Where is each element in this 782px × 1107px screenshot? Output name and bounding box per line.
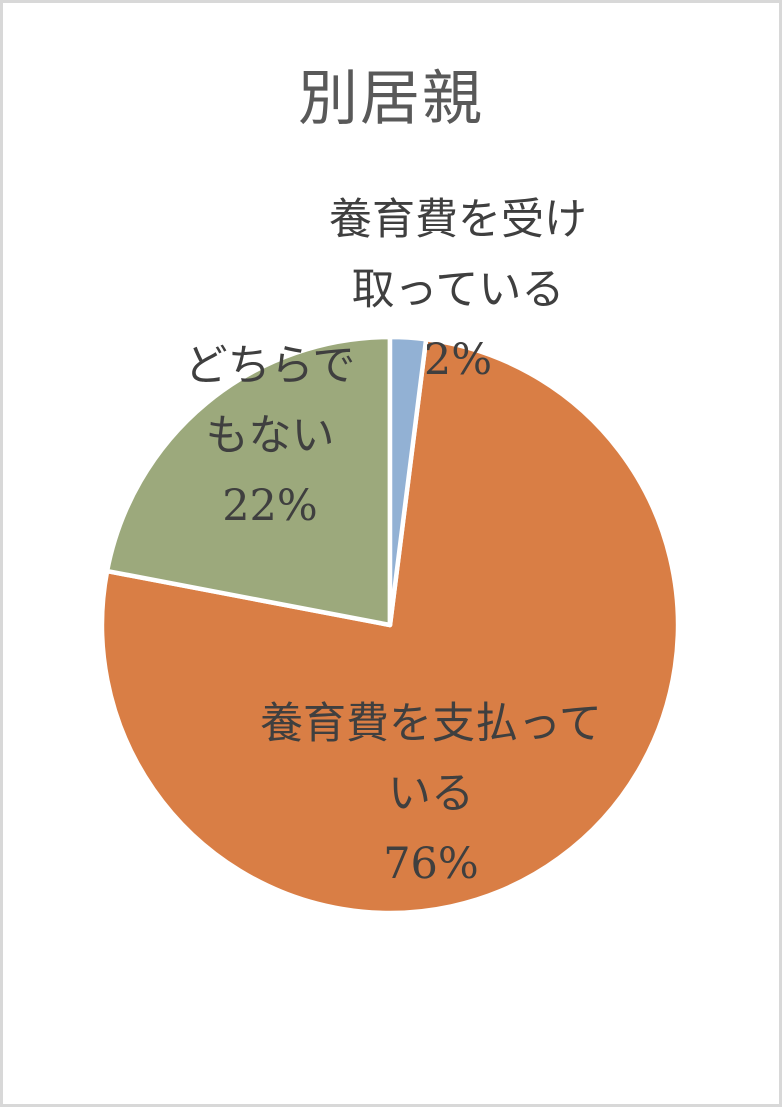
slice-label-neither: どちらで もない 22% xyxy=(184,341,356,531)
chart-title: 別居親 xyxy=(298,64,484,134)
pie-slice-receiving xyxy=(387,334,429,628)
slice-label-paying: 養育費を支払っている 76% xyxy=(260,699,602,889)
slice-label-receiving: 養育費を受け 取っている 2% xyxy=(329,195,587,385)
pie-slice-neither xyxy=(104,334,393,628)
